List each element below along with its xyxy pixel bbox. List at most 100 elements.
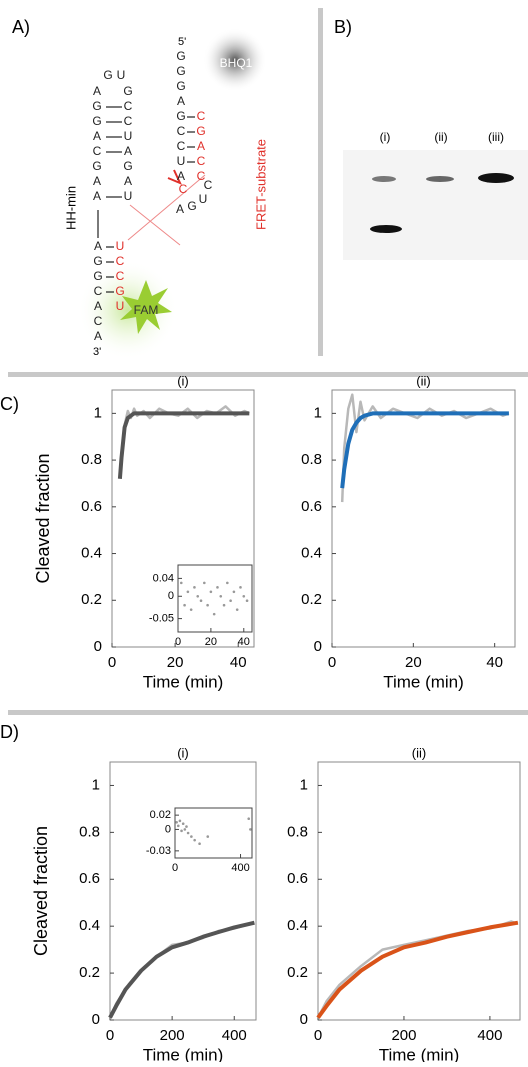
nucleotide: C <box>94 314 103 328</box>
x-axis-label: Time (min) <box>383 672 464 691</box>
x-tick-label: 0 <box>106 1027 114 1044</box>
quencher-glow <box>203 28 267 92</box>
nucleotide: A <box>93 189 101 203</box>
nucleotide: A <box>177 94 185 108</box>
nucleotide: G <box>123 159 132 173</box>
x-tick-label: 0 <box>172 862 178 874</box>
data-point <box>216 586 219 589</box>
nucleotide: G <box>196 124 205 138</box>
data-point <box>180 829 183 833</box>
fit-line <box>340 411 509 489</box>
nucleotide: C <box>116 269 125 283</box>
y-tick-label: -0.03 <box>146 845 171 857</box>
nucleotide: C <box>179 182 188 196</box>
base-pairs <box>97 106 195 293</box>
nucleotide: A <box>94 239 102 253</box>
y-tick-label: 0.02 <box>150 809 171 821</box>
nucleotide: G <box>115 284 124 298</box>
y-tick-label: 0.8 <box>301 451 322 468</box>
nucleotide: U <box>124 129 133 143</box>
x-tick-label: 20 <box>405 654 422 671</box>
nucleotide: C <box>116 254 125 268</box>
data-point <box>190 835 193 838</box>
data-point <box>183 603 186 607</box>
data-point <box>176 824 180 828</box>
data-point <box>198 842 201 846</box>
chart-title: (ii) <box>416 373 430 388</box>
x-tick-label: 40 <box>230 654 247 671</box>
nucleotide: A <box>94 329 102 343</box>
gel <box>343 150 528 260</box>
nucleotide: C <box>177 124 186 138</box>
nucleotide: U <box>124 189 133 203</box>
x-tick-label: 20 <box>167 654 184 671</box>
chart-title: (ii) <box>412 745 426 760</box>
nucleotide: A <box>94 299 102 313</box>
data-point <box>219 594 223 598</box>
substrate-links <box>127 174 206 246</box>
y-tick-label: 0.6 <box>301 498 322 515</box>
x-axis-label: Time (min) <box>143 672 224 691</box>
ribozyme-name: HH-min <box>63 186 78 230</box>
panel-label: A) <box>12 17 30 37</box>
gel-band <box>372 176 396 182</box>
nucleotide: G <box>176 64 185 78</box>
nucleotide: U <box>116 299 125 313</box>
data-point <box>226 581 229 585</box>
lane-label: (iii) <box>488 130 504 144</box>
nucleotide: A <box>93 84 101 98</box>
nucleotide: C <box>204 178 213 192</box>
nucleotide: U <box>117 68 126 82</box>
x-tick-label: 0 <box>175 636 181 648</box>
y-tick-label: 0.2 <box>287 964 308 981</box>
data-point <box>206 835 210 838</box>
x-tick-label: 200 <box>160 1027 185 1044</box>
nucleotide: C <box>94 284 103 298</box>
lane-label: (i) <box>380 130 391 144</box>
nucleotide: C <box>124 114 133 128</box>
gel-band <box>426 176 454 182</box>
chart: (i) 0 200 400 0 0.2 0.4 0.6 0.8 1 Time (min) Cleave… <box>31 745 257 1064</box>
x-tick-label: 400 <box>222 1027 247 1044</box>
plot-area <box>177 564 253 633</box>
y-tick-label: 0.4 <box>301 545 322 562</box>
nucleotide: G <box>93 269 102 283</box>
data-point <box>186 831 190 835</box>
data-point <box>175 820 178 824</box>
y-tick-label: 0.6 <box>79 870 100 887</box>
five-prime: 5' <box>178 36 186 48</box>
data-point <box>193 586 196 589</box>
chart-title: (i) <box>177 373 189 388</box>
y-tick-label: 0.2 <box>81 591 102 608</box>
nucleotide: C <box>177 139 186 153</box>
data-point <box>229 599 232 603</box>
data-point <box>249 828 252 831</box>
lane-label: (ii) <box>434 130 447 144</box>
x-tick-label: 20 <box>205 636 217 648</box>
x-tick-label: 400 <box>231 862 249 874</box>
y-tick-label: 1 <box>92 776 100 793</box>
x-axis-label: Time (min) <box>143 1045 224 1062</box>
nucleotide: G <box>103 68 112 82</box>
x-tick-label: 0 <box>328 654 336 671</box>
x-tick-label: 0 <box>108 654 116 671</box>
nucleotide: A <box>177 169 185 183</box>
substrate-name: FRET-substrate <box>253 139 268 230</box>
nucleotide: G <box>93 254 102 268</box>
nucleotide: A <box>176 202 184 216</box>
gel-band <box>370 225 402 233</box>
nucleotide: A <box>197 139 205 153</box>
data-point <box>179 581 183 585</box>
y-tick-label: -0.05 <box>149 613 174 625</box>
x-tick-label: 40 <box>486 654 503 671</box>
data-point <box>239 586 242 589</box>
data-point <box>185 825 188 828</box>
y-tick-label: 0 <box>300 1011 308 1028</box>
nucleotide: A <box>93 129 101 143</box>
data-point <box>212 612 216 616</box>
fit-line <box>108 920 255 1019</box>
y-tick-label: 0.6 <box>81 498 102 515</box>
y-tick-label: 0.2 <box>79 964 100 981</box>
x-tick-label: 40 <box>238 636 250 648</box>
